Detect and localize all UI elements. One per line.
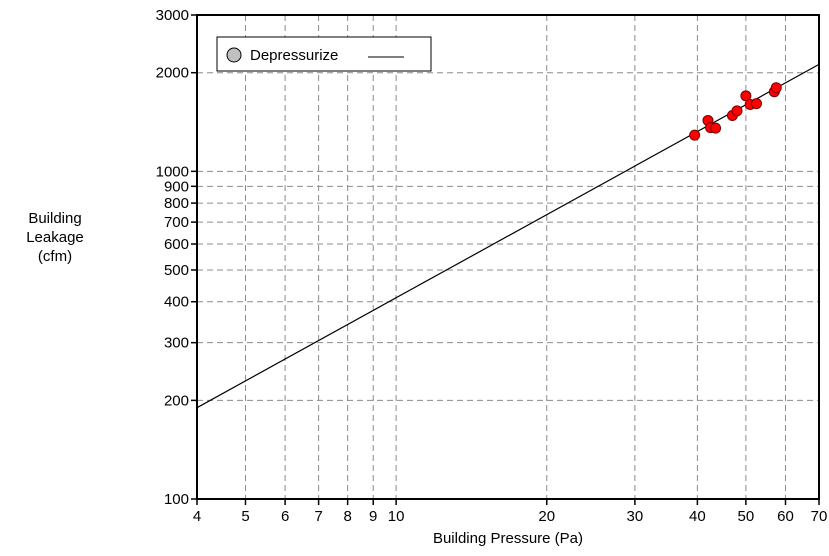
y-tick-label: 500 (164, 262, 189, 279)
y-tick-label: 1000 (156, 163, 189, 180)
plot-area (196, 14, 820, 500)
y-tick-label: 2000 (156, 65, 189, 82)
y-axis-label-line-2: Leakage (26, 229, 84, 246)
x-tick-label: 70 (811, 508, 828, 525)
y-tick-label: 800 (164, 195, 189, 212)
data-point (750, 98, 762, 110)
y-tick-label: 100 (164, 491, 189, 508)
y-tick-label: 400 (164, 294, 189, 311)
x-tick-label: 7 (314, 508, 322, 525)
y-tick-label: 700 (164, 214, 189, 231)
legend: Depressurize (216, 36, 432, 72)
axis-ticks: 4 5 6 7 8 9 10 20 30 40 50 60 70 100 200 300 400 500 600 70… (156, 7, 828, 525)
x-tick-label: 8 (343, 508, 351, 525)
legend-marker-icon (226, 47, 242, 63)
x-tick-label: 6 (281, 508, 289, 525)
x-tick-label: 4 (193, 508, 201, 525)
y-tick-label: 200 (164, 392, 189, 409)
y-axis-label: Building Leakage (cfm) (0, 209, 110, 266)
x-tick-label: 40 (689, 508, 706, 525)
x-tick-label: 50 (738, 508, 755, 525)
y-axis-label-line-1: Building (28, 210, 82, 227)
y-axis-label-line-3: (cfm) (37, 248, 73, 265)
x-tick-label: 20 (538, 508, 555, 525)
legend-label: Depressurize (250, 47, 338, 64)
y-tick-label: 900 (164, 178, 189, 195)
x-tick-label: 60 (777, 508, 794, 525)
x-tick-label: 10 (388, 508, 405, 525)
data-point (740, 90, 752, 102)
fit-line (196, 63, 820, 409)
data-point (731, 105, 743, 117)
x-tick-label: 9 (369, 508, 377, 525)
data-point (689, 129, 701, 141)
data-point (710, 122, 722, 134)
data-point (770, 82, 782, 94)
legend-box (216, 36, 432, 72)
x-axis-label: Building Pressure (Pa) (432, 530, 584, 547)
y-tick-label: 300 (164, 335, 189, 352)
x-tick-label: 5 (241, 508, 249, 525)
y-tick-label: 600 (164, 236, 189, 253)
x-tick-label: 30 (627, 508, 644, 525)
y-tick-label: 3000 (156, 7, 189, 24)
grid-lines (197, 15, 819, 499)
data-points (689, 82, 782, 141)
fit-line-layer (196, 63, 820, 409)
